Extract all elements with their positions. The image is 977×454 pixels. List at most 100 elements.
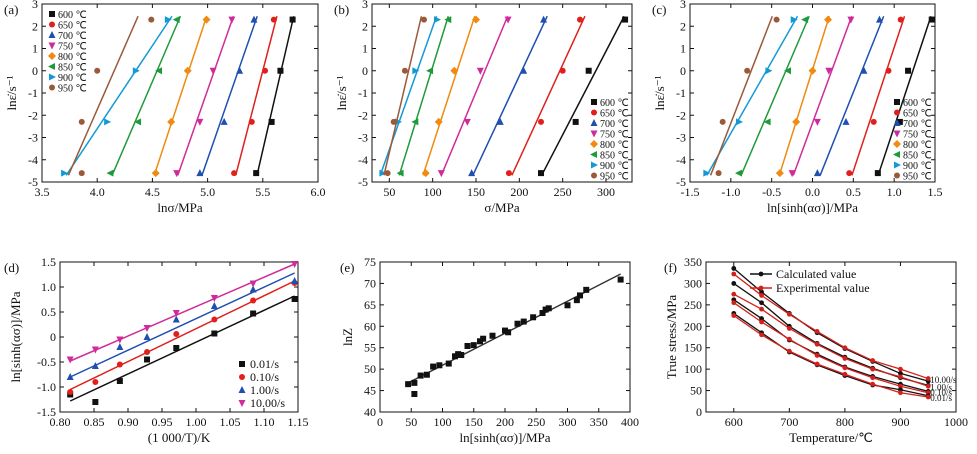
y-tick-label: 2 bbox=[362, 19, 368, 33]
data-point bbox=[426, 67, 434, 75]
data-point bbox=[167, 117, 176, 126]
legend-label: 600 ℃ bbox=[903, 98, 932, 109]
y-tick-label: 1.0 bbox=[41, 280, 56, 294]
legend-label: 700 ℃ bbox=[903, 119, 932, 130]
y-tick-label: -1 bbox=[28, 86, 38, 100]
y-tick-label: -1.5 bbox=[37, 405, 56, 419]
legend-marker bbox=[893, 140, 901, 148]
data-point bbox=[379, 169, 387, 177]
series-line bbox=[733, 302, 929, 394]
data-point bbox=[268, 118, 275, 125]
data-point bbox=[196, 118, 204, 126]
y-tick-label: -4 bbox=[358, 153, 368, 167]
legend-marker bbox=[590, 130, 598, 138]
data-point bbox=[436, 362, 443, 369]
data-point bbox=[94, 67, 101, 74]
data-point bbox=[583, 286, 590, 293]
data-point bbox=[289, 16, 296, 23]
data-point bbox=[792, 117, 801, 126]
data-point bbox=[842, 371, 848, 377]
legend-marker bbox=[49, 21, 55, 28]
data-point bbox=[116, 361, 123, 368]
x-axis-title: σ/MPa bbox=[484, 200, 519, 215]
y-tick-label: 250 bbox=[684, 298, 702, 312]
data-point bbox=[173, 345, 180, 351]
x-tick-label: 5.5 bbox=[255, 185, 270, 199]
y-tick-label: 65 bbox=[364, 298, 376, 312]
data-point bbox=[870, 381, 876, 387]
y-tick-label: 75 bbox=[364, 255, 376, 269]
y-tick-label: -4 bbox=[28, 153, 38, 167]
x-tick-label: 100 bbox=[424, 185, 442, 199]
data-point bbox=[253, 170, 260, 177]
data-point bbox=[270, 16, 277, 23]
panel-label: (f) bbox=[664, 260, 677, 275]
data-point bbox=[411, 391, 418, 397]
y-tick-label: -1.0 bbox=[37, 380, 56, 394]
data-point bbox=[384, 170, 391, 177]
data-point bbox=[847, 16, 855, 24]
fit-line bbox=[511, 15, 586, 176]
data-point bbox=[814, 353, 820, 358]
data-point bbox=[898, 390, 903, 396]
x-tick-label: 4.0 bbox=[90, 185, 105, 199]
data-point bbox=[564, 302, 571, 309]
x-tick-label: 1.10 bbox=[254, 415, 275, 429]
data-point bbox=[898, 366, 903, 372]
data-point bbox=[412, 67, 420, 75]
fit-line bbox=[379, 15, 438, 176]
y-tick-label: 55 bbox=[364, 341, 376, 355]
fit-line bbox=[778, 16, 831, 176]
data-point bbox=[143, 325, 151, 332]
legend-marker bbox=[894, 99, 900, 105]
legend-label: 750 ℃ bbox=[903, 130, 932, 141]
legend-label: 700 ℃ bbox=[600, 119, 629, 130]
legend-marker bbox=[893, 119, 901, 126]
data-point bbox=[825, 67, 833, 75]
data-point bbox=[585, 67, 592, 74]
data-point bbox=[291, 277, 299, 284]
x-tick-label: 700 bbox=[780, 415, 798, 429]
data-point bbox=[731, 271, 737, 277]
y-tick-label: -5 bbox=[358, 175, 368, 189]
data-point bbox=[898, 371, 903, 376]
data-point bbox=[744, 67, 751, 74]
data-point bbox=[538, 118, 544, 125]
x-tick-label: 3.5 bbox=[35, 185, 50, 199]
data-point bbox=[396, 169, 404, 177]
data-point bbox=[925, 383, 931, 389]
legend-marker bbox=[49, 73, 56, 81]
data-point bbox=[477, 338, 483, 345]
legend-label: 950 ℃ bbox=[600, 172, 629, 183]
data-point bbox=[617, 276, 624, 283]
data-point bbox=[759, 306, 764, 312]
x-tick-label: 100 bbox=[434, 415, 452, 429]
data-point bbox=[173, 331, 180, 337]
data-point bbox=[773, 16, 780, 23]
data-point bbox=[106, 169, 114, 177]
data-point bbox=[786, 336, 792, 342]
legend-label: 750 ℃ bbox=[58, 42, 87, 53]
data-point bbox=[452, 353, 458, 360]
data-point bbox=[250, 310, 257, 317]
data-point bbox=[842, 117, 850, 125]
y-tick-label: 2 bbox=[680, 19, 686, 33]
legend-marker bbox=[591, 109, 597, 116]
fit-line bbox=[69, 272, 295, 378]
legend-marker bbox=[590, 140, 598, 148]
data-point bbox=[104, 118, 112, 126]
data-point bbox=[411, 118, 419, 126]
data-point bbox=[401, 67, 408, 74]
x-axis-title: Temperature/℃ bbox=[789, 430, 873, 445]
data-point bbox=[78, 170, 85, 177]
data-point bbox=[470, 342, 477, 349]
y-tick-label: 0 bbox=[680, 64, 686, 78]
y-tick-label: -3 bbox=[676, 131, 686, 145]
data-point bbox=[786, 326, 792, 331]
legend-marker bbox=[48, 31, 56, 38]
data-point bbox=[209, 67, 217, 75]
x-tick-label: -1.5 bbox=[681, 185, 700, 199]
x-tick-label: 0 bbox=[377, 415, 383, 429]
data-point bbox=[172, 315, 180, 323]
y-tick-label: 1 bbox=[680, 42, 686, 56]
